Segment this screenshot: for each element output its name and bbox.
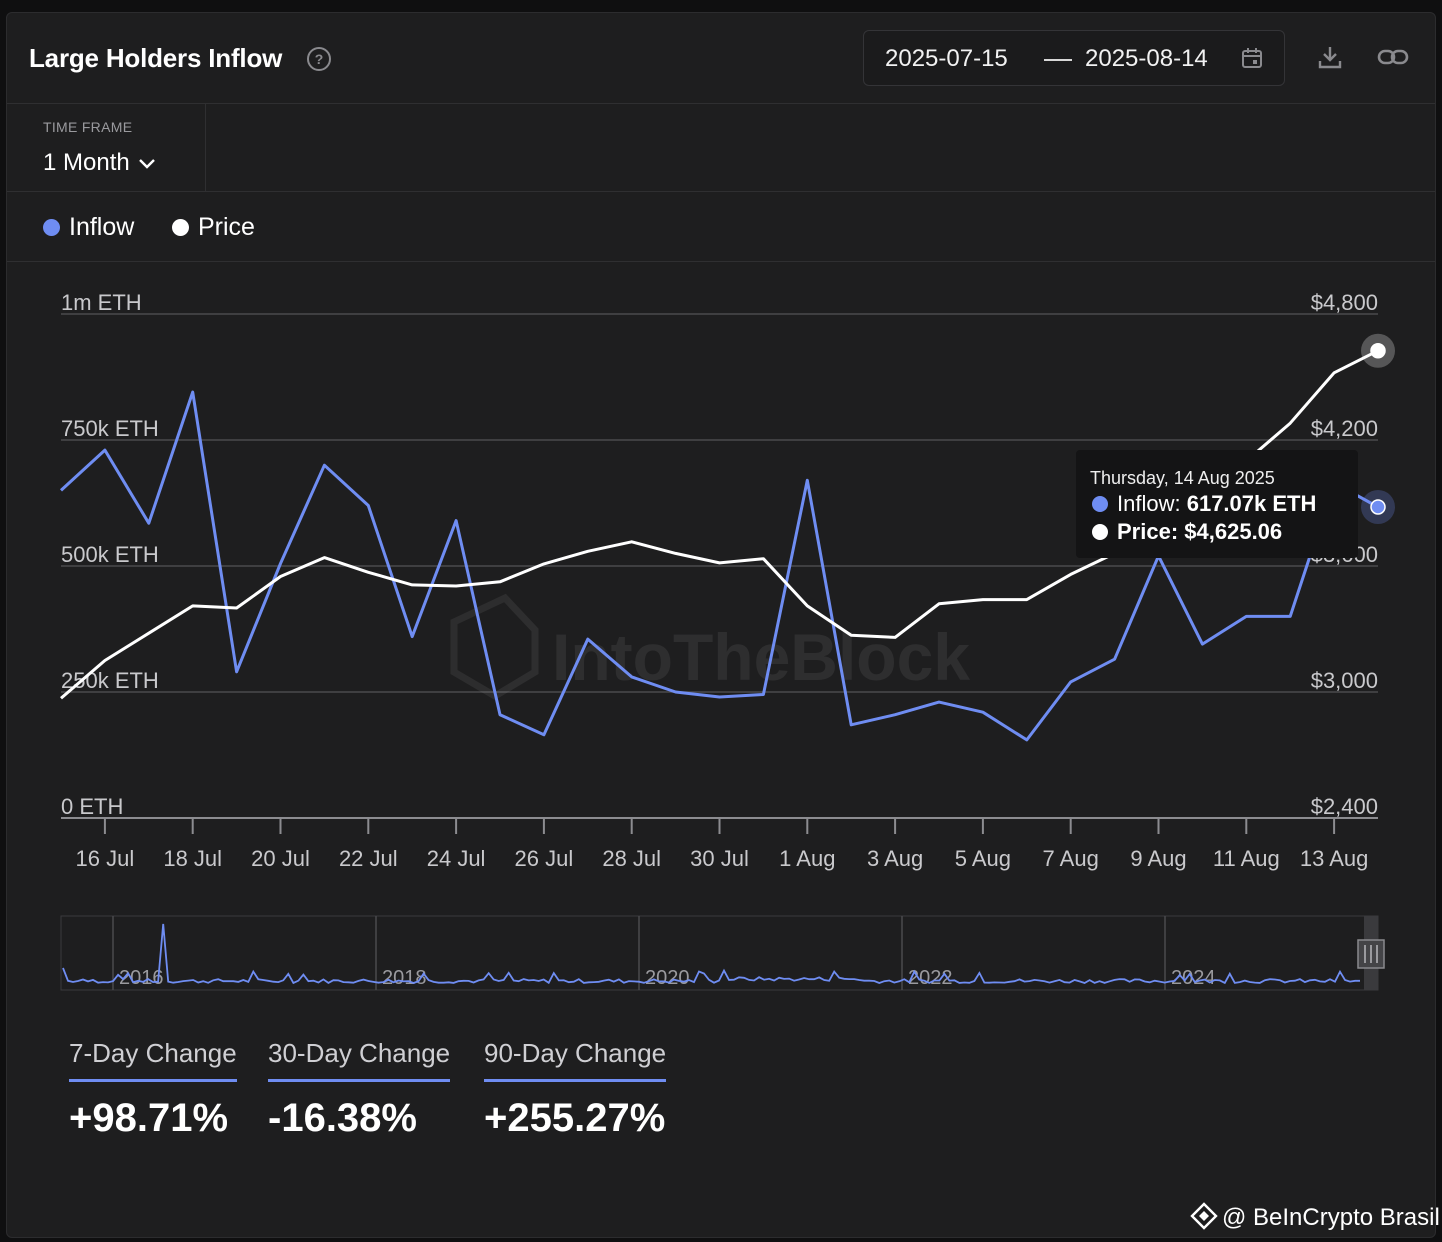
date-end[interactable]: 2025-08-14 <box>1085 45 1208 72</box>
chart-tooltip: Thursday, 14 Aug 2025 Inflow: 617.07k ET… <box>1076 450 1358 558</box>
stat-7day[interactable]: 7-Day Change +98.71% <box>69 1038 237 1141</box>
tooltip-date: Thursday, 14 Aug 2025 <box>1090 468 1275 488</box>
timeframe-bar: TIME FRAME 1 Month <box>7 103 1435 192</box>
credit-text: @ BeInCrypto Brasil <box>1222 1204 1440 1231</box>
timeframe-value[interactable]: 1 Month <box>43 149 156 177</box>
tooltip-price-label: Price: <box>1117 519 1179 544</box>
download-icon[interactable] <box>1317 44 1343 70</box>
stat-30day-label: 30-Day Change <box>268 1038 451 1082</box>
chevron-down-icon <box>139 159 156 169</box>
link-icon[interactable] <box>1377 45 1409 69</box>
inflow-legend-dot <box>43 219 60 236</box>
tooltip-inflow-dot <box>1092 496 1108 512</box>
date-start[interactable]: 2025-07-15 <box>885 45 1008 72</box>
tooltip-price: Price: $4,625.06 <box>1117 519 1282 545</box>
date-separator <box>1044 59 1072 61</box>
stat-7day-value: +98.71% <box>69 1096 229 1140</box>
stat-7day-label: 7-Day Change <box>69 1038 237 1082</box>
chart-legend: Inflow Price <box>7 191 1435 262</box>
stat-90day[interactable]: 90-Day Change +255.27% <box>484 1038 667 1141</box>
stat-30day[interactable]: 30-Day Change -16.38% <box>268 1038 451 1141</box>
stat-30day-value: -16.38% <box>268 1096 417 1140</box>
calendar-icon[interactable] <box>1241 47 1263 69</box>
tooltip-inflow: Inflow: 617.07k ETH <box>1117 491 1316 517</box>
legend-price[interactable]: Price <box>198 213 255 241</box>
timeframe-selector[interactable]: TIME FRAME 1 Month <box>7 103 206 191</box>
card-header: Large Holders Inflow ? 2025-07-15 2025-0… <box>7 13 1435 104</box>
timeframe-value-text: 1 Month <box>43 149 130 176</box>
tooltip-price-value: $4,625.06 <box>1184 519 1283 544</box>
tooltip-price-dot <box>1092 524 1108 540</box>
beincrypto-logo-icon <box>1190 1202 1218 1230</box>
price-legend-dot <box>172 219 189 236</box>
legend-inflow[interactable]: Inflow <box>69 213 135 241</box>
tooltip-inflow-value: 617.07k ETH <box>1186 491 1317 516</box>
chart-title: Large Holders Inflow <box>29 43 283 73</box>
help-icon[interactable]: ? <box>307 47 331 71</box>
stat-90day-value: +255.27% <box>484 1096 666 1140</box>
tooltip-inflow-label: Inflow: <box>1117 491 1181 516</box>
date-range-picker[interactable]: 2025-07-15 2025-08-14 <box>863 30 1285 86</box>
timeframe-label: TIME FRAME <box>43 119 133 135</box>
stat-90day-label: 90-Day Change <box>484 1038 667 1082</box>
